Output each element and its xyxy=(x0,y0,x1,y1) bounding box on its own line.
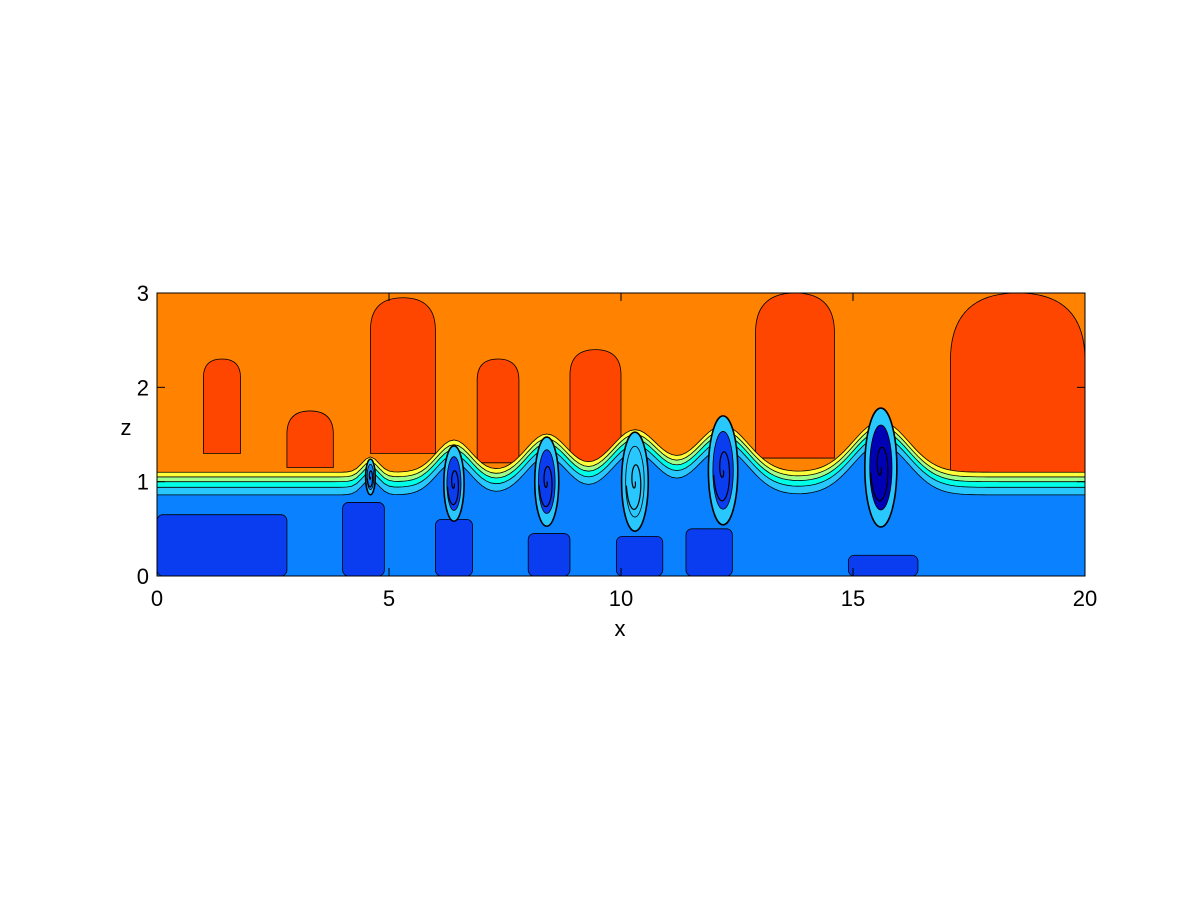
x-tick-label: 15 xyxy=(841,586,865,611)
billow-spiral-contour xyxy=(538,465,553,508)
x-tick-label: 10 xyxy=(609,586,633,611)
plume-contour xyxy=(755,293,835,459)
billow-spiral-contour xyxy=(625,464,642,511)
y-tick-label: 1 xyxy=(137,470,149,495)
plot-area xyxy=(157,293,1085,576)
y-tick-label: 0 xyxy=(137,564,149,589)
deep-column-contour xyxy=(157,514,288,576)
deep-column-contour xyxy=(342,502,385,576)
x-tick-label: 20 xyxy=(1073,586,1097,611)
billow-spiral-contour xyxy=(870,446,889,502)
y-tick-label: 3 xyxy=(137,281,149,306)
plume-contour xyxy=(476,358,520,464)
deep-column-contour xyxy=(435,519,473,576)
billow-core-contour xyxy=(625,445,645,518)
billow-spiral-contour xyxy=(713,451,731,502)
y-axis-label: z xyxy=(121,415,132,440)
plume-contour xyxy=(203,358,241,454)
x-axis: 0 5 10 15 20 xyxy=(151,293,1097,611)
plume-contour xyxy=(950,293,1085,487)
billow-spiral-contour xyxy=(446,470,460,506)
deep-column-contour xyxy=(615,535,664,576)
deep-column-contour xyxy=(527,533,571,576)
x-tick-label: 0 xyxy=(151,586,163,611)
x-axis-label: x xyxy=(615,616,626,641)
y-axis: 0 1 2 3 xyxy=(137,281,1085,589)
plume-contour xyxy=(370,297,436,454)
x-tick-label: 5 xyxy=(383,586,395,611)
y-tick-label: 2 xyxy=(137,375,149,400)
billow-spiral-contour xyxy=(366,470,374,488)
deep-column-contour xyxy=(685,528,733,576)
deep-column-contour xyxy=(847,554,919,576)
plume-contour xyxy=(569,349,622,464)
plume-contour xyxy=(286,410,334,468)
